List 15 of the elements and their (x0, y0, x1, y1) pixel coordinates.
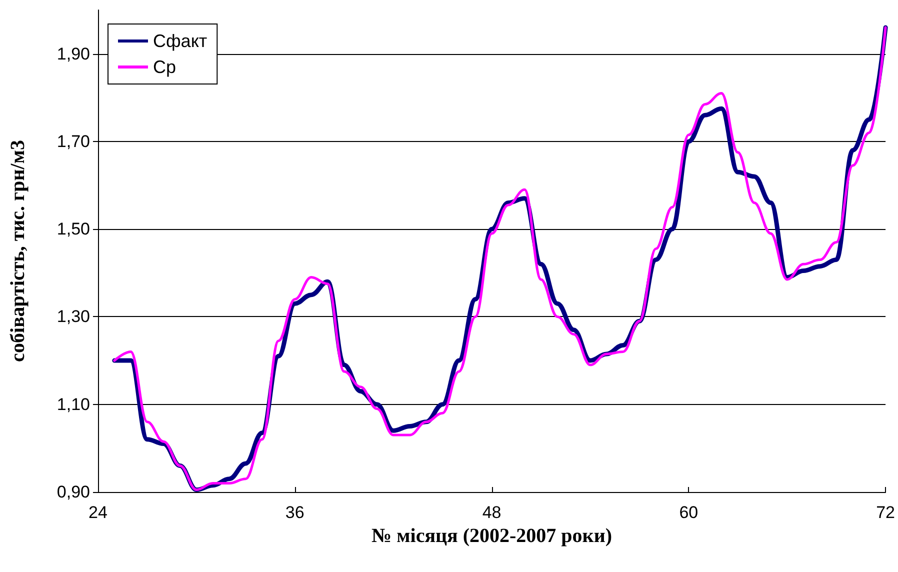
legend-label: Ср (153, 57, 176, 77)
x-tick-label: 48 (482, 503, 502, 522)
y-axis-title: собівартість, тис. грн/м3 (7, 140, 29, 362)
y-tick-label: 1,70 (56, 132, 90, 151)
x-axis-title: № місяця (2002-2007 роки) (372, 524, 612, 547)
x-tick-label: 36 (285, 503, 304, 522)
y-tick-label: 1,50 (56, 220, 90, 239)
x-tick-label: 24 (88, 503, 108, 522)
y-tick-label: 1,30 (56, 307, 90, 326)
y-tick-label: 1,10 (56, 394, 90, 414)
legend-label: Сфакт (153, 31, 208, 51)
y-tick-label: 1,90 (56, 44, 90, 64)
y-tick-label: 0,90 (56, 482, 90, 502)
x-tick-label: 60 (679, 503, 698, 522)
x-tick-label: 72 (876, 503, 896, 522)
